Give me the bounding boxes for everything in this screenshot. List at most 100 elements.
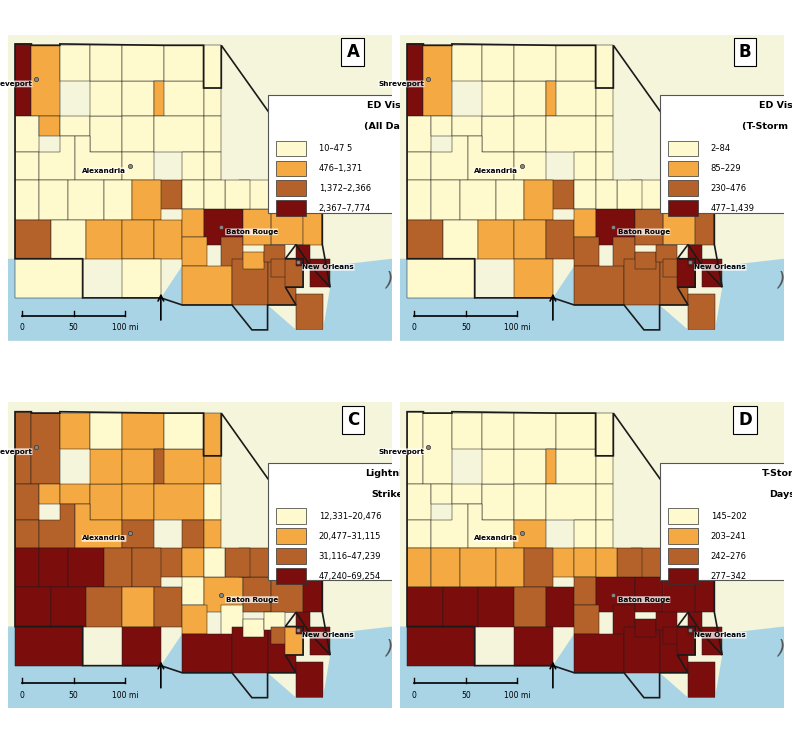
Polygon shape	[154, 484, 204, 520]
Polygon shape	[232, 626, 268, 672]
Bar	[276, 508, 306, 524]
Polygon shape	[574, 548, 596, 577]
Text: Shreveport: Shreveport	[0, 449, 32, 455]
Polygon shape	[656, 244, 677, 262]
Polygon shape	[514, 220, 546, 259]
Polygon shape	[89, 413, 122, 449]
Polygon shape	[221, 606, 242, 637]
Text: 0: 0	[20, 322, 25, 332]
Text: ED Visits: ED Visits	[759, 101, 792, 110]
Polygon shape	[677, 259, 695, 288]
Polygon shape	[557, 449, 596, 484]
Polygon shape	[104, 181, 132, 220]
Polygon shape	[204, 181, 225, 209]
Polygon shape	[232, 259, 268, 305]
Polygon shape	[407, 548, 431, 588]
Polygon shape	[634, 209, 663, 244]
Text: 477–1,439: 477–1,439	[710, 204, 755, 212]
Polygon shape	[75, 504, 122, 548]
Text: 230–476: 230–476	[710, 184, 747, 193]
Text: Shreveport: Shreveport	[379, 81, 425, 87]
Polygon shape	[154, 117, 204, 152]
Polygon shape	[132, 548, 161, 588]
Polygon shape	[303, 209, 322, 244]
Polygon shape	[221, 238, 242, 270]
Polygon shape	[613, 606, 634, 637]
Polygon shape	[663, 548, 695, 612]
Polygon shape	[424, 413, 452, 484]
Polygon shape	[596, 88, 613, 117]
Polygon shape	[407, 588, 443, 626]
Text: New Orleans: New Orleans	[303, 632, 354, 638]
Polygon shape	[596, 209, 634, 244]
Polygon shape	[75, 137, 122, 181]
Polygon shape	[15, 484, 39, 520]
Polygon shape	[596, 484, 613, 520]
Polygon shape	[695, 187, 714, 209]
Polygon shape	[122, 152, 154, 181]
Text: 50: 50	[461, 322, 470, 332]
Polygon shape	[407, 626, 474, 666]
Text: ): )	[777, 270, 785, 290]
Polygon shape	[431, 181, 460, 220]
Polygon shape	[8, 294, 392, 340]
Polygon shape	[15, 152, 39, 181]
Polygon shape	[242, 620, 264, 637]
Text: 12,331–20,476: 12,331–20,476	[318, 512, 381, 521]
Bar	[668, 140, 698, 156]
Polygon shape	[695, 555, 714, 577]
Polygon shape	[546, 548, 574, 577]
Polygon shape	[242, 209, 271, 244]
Text: Alexandria: Alexandria	[82, 536, 126, 542]
Polygon shape	[86, 588, 122, 626]
Polygon shape	[15, 626, 82, 666]
Polygon shape	[310, 259, 330, 288]
Polygon shape	[460, 548, 496, 588]
Polygon shape	[15, 520, 39, 548]
Text: 10–47 5: 10–47 5	[318, 144, 352, 153]
Polygon shape	[239, 181, 271, 209]
Polygon shape	[452, 484, 482, 504]
Polygon shape	[431, 117, 452, 137]
Text: 85–229: 85–229	[710, 164, 741, 173]
Polygon shape	[182, 266, 232, 305]
Polygon shape	[122, 588, 154, 626]
Polygon shape	[574, 577, 596, 606]
Polygon shape	[15, 412, 32, 484]
Polygon shape	[89, 81, 122, 117]
Polygon shape	[596, 548, 617, 577]
Polygon shape	[613, 238, 634, 270]
Polygon shape	[60, 484, 89, 504]
Bar	[668, 548, 698, 564]
Bar	[668, 160, 698, 176]
Polygon shape	[268, 259, 296, 305]
Polygon shape	[574, 634, 624, 672]
Polygon shape	[596, 577, 634, 612]
Polygon shape	[39, 484, 60, 504]
Polygon shape	[15, 548, 39, 588]
Polygon shape	[154, 588, 182, 626]
Text: B: B	[739, 43, 752, 61]
Polygon shape	[89, 449, 122, 484]
Polygon shape	[452, 413, 482, 449]
Polygon shape	[122, 81, 154, 117]
Polygon shape	[15, 259, 82, 298]
Polygon shape	[546, 81, 574, 117]
Polygon shape	[617, 548, 642, 577]
Text: 50: 50	[69, 322, 78, 332]
Polygon shape	[574, 266, 624, 305]
Text: Baton Rouge: Baton Rouge	[226, 229, 278, 235]
Polygon shape	[688, 662, 715, 698]
Polygon shape	[624, 626, 660, 672]
Bar	[276, 181, 306, 196]
Polygon shape	[204, 520, 221, 548]
Text: C: C	[347, 411, 359, 429]
Polygon shape	[452, 117, 482, 137]
Text: T-Storm: T-Storm	[762, 469, 792, 478]
Text: Strikes: Strikes	[371, 490, 409, 499]
Polygon shape	[15, 44, 32, 117]
Bar	[276, 548, 306, 564]
Polygon shape	[467, 504, 514, 548]
Bar	[276, 160, 306, 176]
Text: ): )	[385, 270, 393, 290]
